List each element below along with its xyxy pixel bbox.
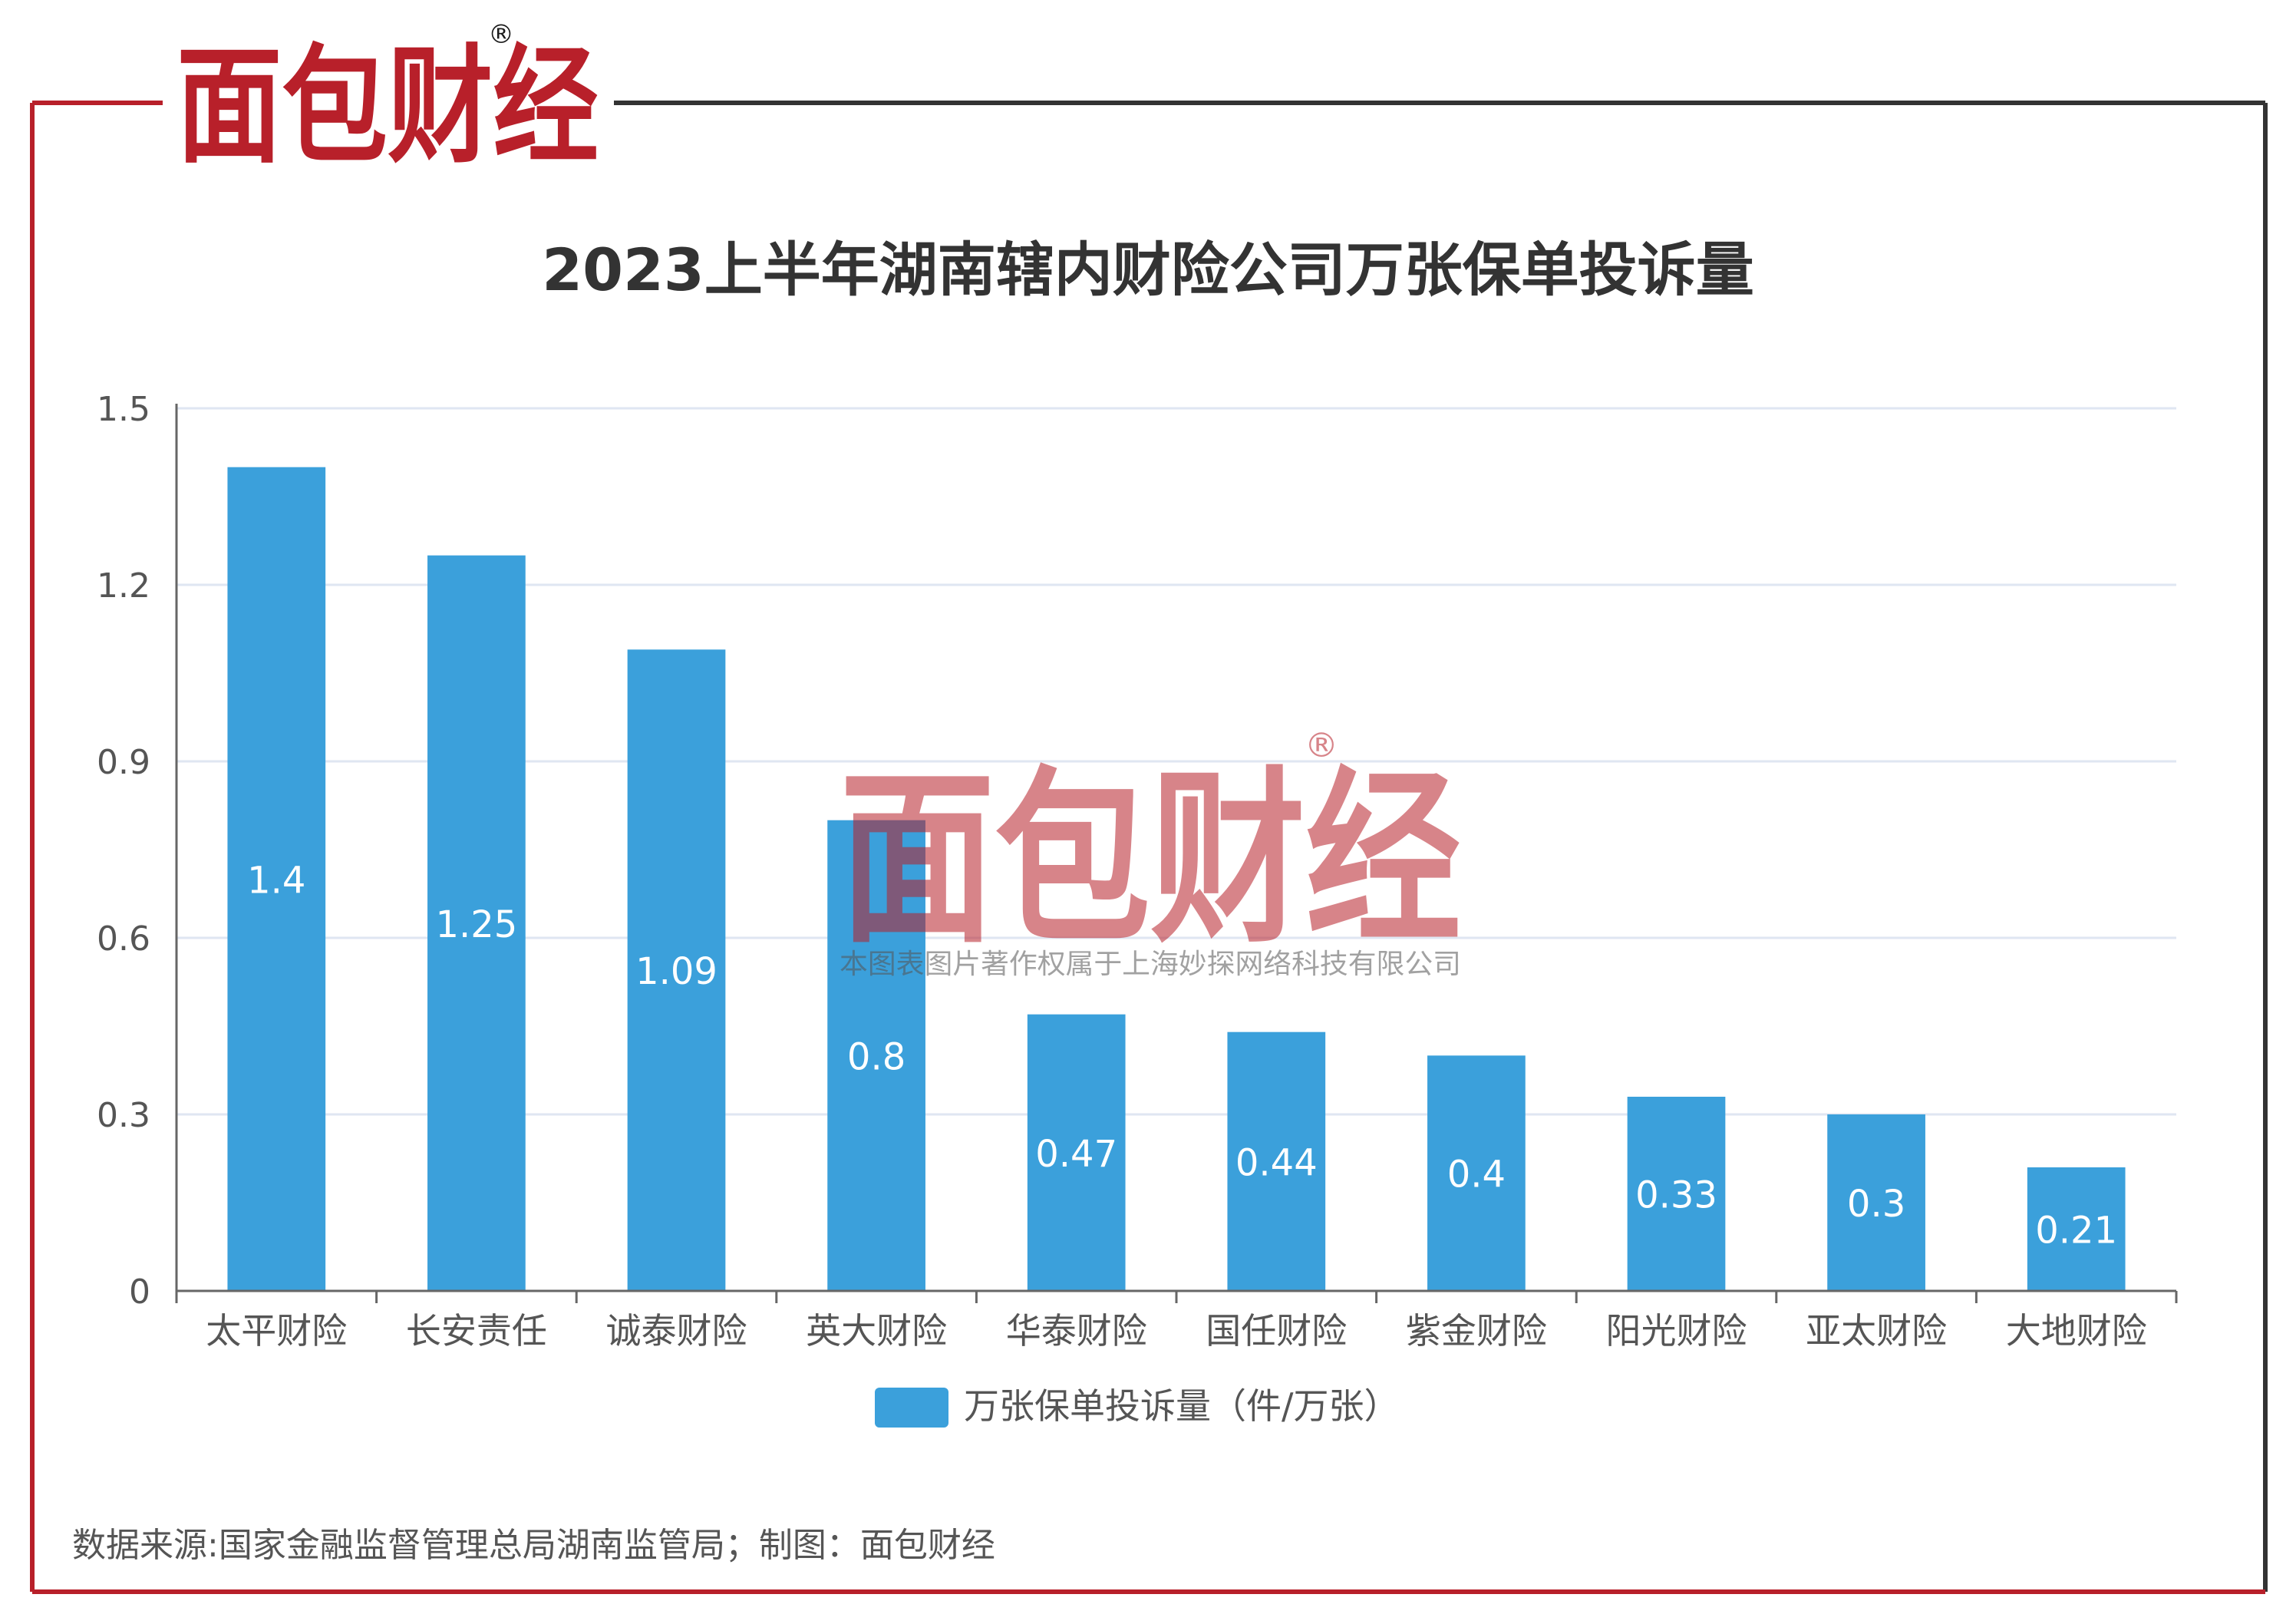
legend: 万张保单投诉量（件/万张） bbox=[875, 1385, 1400, 1428]
y-tick-label-4: 1.2 bbox=[97, 566, 150, 606]
bar-6 bbox=[1427, 1055, 1526, 1291]
watermark-logo-text: 面包财经 bbox=[840, 751, 1461, 969]
data-label-2: 1.09 bbox=[635, 950, 718, 993]
bar-3 bbox=[827, 820, 925, 1291]
x-tick-label-9: 大地财险 bbox=[2006, 1310, 2147, 1352]
data-label-4: 0.47 bbox=[1035, 1133, 1117, 1176]
bar-7 bbox=[1627, 1097, 1726, 1291]
bar-4 bbox=[1027, 1014, 1126, 1291]
x-tick-label-1: 长安责任 bbox=[406, 1310, 547, 1352]
legend-label: 万张保单投诉量（件/万张） bbox=[964, 1385, 1400, 1427]
data-label-0: 1.4 bbox=[247, 859, 305, 902]
watermark-registered-mark: ® bbox=[1305, 726, 1338, 765]
bar-8 bbox=[1827, 1114, 1925, 1291]
x-tick-label-5: 国任财险 bbox=[1206, 1310, 1347, 1352]
x-tick-label-2: 诚泰财险 bbox=[606, 1310, 747, 1352]
y-tick-label-3: 0.9 bbox=[97, 743, 150, 782]
x-tick-label-6: 紫金财险 bbox=[1406, 1310, 1547, 1352]
x-tick-label-7: 阳光财险 bbox=[1606, 1310, 1747, 1352]
x-tick-label-4: 华泰财险 bbox=[1006, 1310, 1147, 1352]
data-label-9: 0.21 bbox=[2035, 1210, 2117, 1253]
data-label-7: 0.33 bbox=[1635, 1174, 1717, 1217]
y-tick-label-2: 0.6 bbox=[97, 919, 150, 959]
x-axis bbox=[175, 404, 2178, 1303]
data-label-6: 0.4 bbox=[1447, 1154, 1506, 1197]
bar-1 bbox=[427, 555, 526, 1291]
bars bbox=[227, 467, 2126, 1291]
logo-text: 面包财经 bbox=[176, 33, 599, 181]
x-tick-label-8: 亚太财险 bbox=[1806, 1310, 1947, 1352]
bar-9 bbox=[2027, 1167, 2126, 1291]
watermark-caption: 本图表图片著作权属于上海妙探网络科技有限公司 bbox=[840, 949, 1461, 980]
watermark: 面包财经 ® 本图表图片著作权属于上海妙探网络科技有限公司 bbox=[840, 726, 1461, 980]
bar-2 bbox=[627, 649, 726, 1291]
y-tick-label-0: 0 bbox=[129, 1272, 150, 1312]
data-label-1: 1.25 bbox=[435, 903, 517, 946]
chart-title: 2023上半年湖南辖内财险公司万张保单投诉量 bbox=[542, 236, 1754, 304]
data-labels: 1.4 1.25 1.09 0.8 0.47 0.44 0.4 0.33 0.3 0.21 bbox=[247, 859, 2117, 1252]
bar-0 bbox=[227, 467, 326, 1291]
data-label-8: 0.3 bbox=[1847, 1183, 1905, 1226]
brand-logo: 面包财经 ® bbox=[176, 19, 599, 181]
y-axis-tick-labels: 0 0.3 0.6 0.9 1.2 1.5 bbox=[97, 390, 150, 1312]
y-tick-label-1: 0.3 bbox=[97, 1096, 150, 1135]
bar-5 bbox=[1227, 1032, 1326, 1291]
registered-mark: ® bbox=[488, 19, 514, 50]
x-tick-label-3: 英大财险 bbox=[806, 1310, 947, 1352]
x-tick-label-0: 太平财险 bbox=[206, 1310, 347, 1352]
y-tick-label-5: 1.5 bbox=[97, 390, 150, 429]
data-label-3: 0.8 bbox=[847, 1035, 906, 1078]
source-note: 数据来源:国家金融监督管理总局湖南监管局；制图：面包财经 bbox=[72, 1526, 995, 1565]
legend-swatch bbox=[875, 1388, 948, 1428]
data-label-5: 0.44 bbox=[1235, 1141, 1318, 1184]
x-axis-tick-labels: 太平财险 长安责任 诚泰财险 英大财险 华泰财险 国任财险 紫金财险 阳光财险 亚太财险 大地财险 bbox=[206, 1310, 2146, 1352]
